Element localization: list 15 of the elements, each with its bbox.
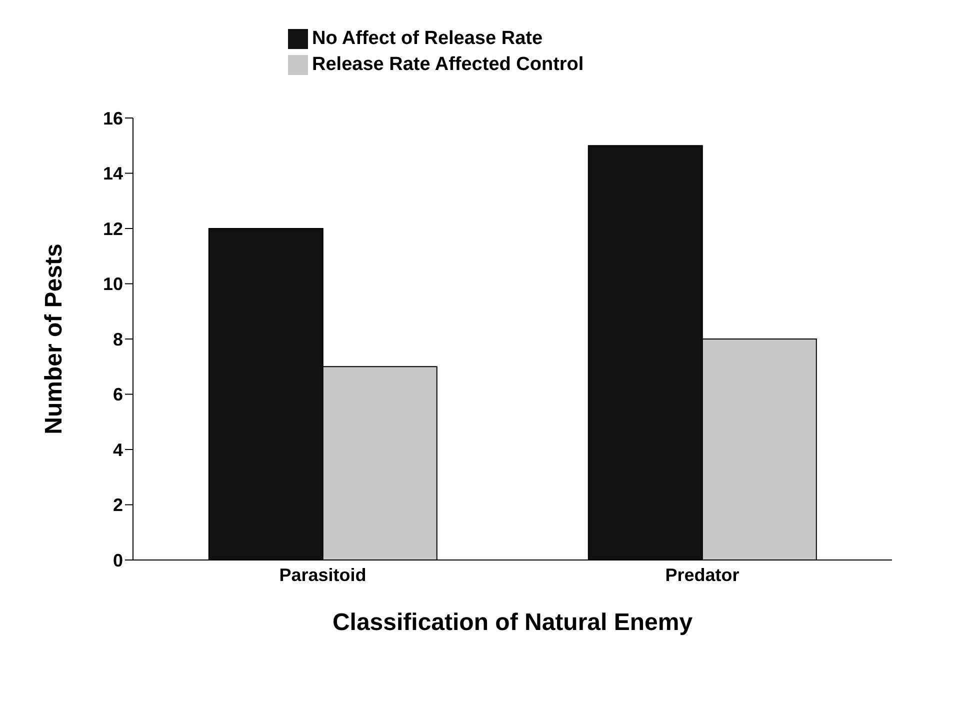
y-tick-label: 16 <box>102 108 123 128</box>
x-tick-label: Predator <box>665 564 740 585</box>
y-tick-label: 10 <box>102 274 123 294</box>
y-axis-title: Number of Pests <box>40 244 68 434</box>
y-tick-label: 14 <box>102 164 123 184</box>
legend-label: Release Rate Affected Control <box>312 54 584 75</box>
x-axis-title: Classification of Natural Enemy <box>332 609 694 636</box>
legend-label: No Affect of Release Rate <box>312 28 543 49</box>
y-tick-label: 0 <box>112 550 123 570</box>
y-tick-label: 6 <box>112 384 123 405</box>
y-tick-label: 4 <box>112 440 123 460</box>
y-tick-label: 12 <box>102 218 123 239</box>
y-tick-label: 8 <box>112 329 123 350</box>
x-tick-label: Parasitoid <box>279 564 366 585</box>
y-tick-label: 2 <box>112 495 123 516</box>
